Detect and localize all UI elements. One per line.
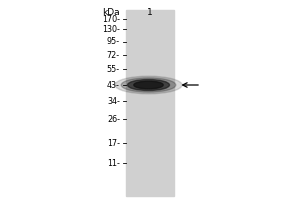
Ellipse shape <box>128 80 170 90</box>
Bar <box>126 10 174 196</box>
Text: 43-: 43- <box>107 81 120 90</box>
Text: 1: 1 <box>147 8 153 17</box>
Text: 55-: 55- <box>107 64 120 73</box>
Text: 11-: 11- <box>107 158 120 167</box>
Ellipse shape <box>121 78 176 92</box>
Text: 34-: 34- <box>107 97 120 106</box>
Ellipse shape <box>134 81 163 89</box>
Text: 72-: 72- <box>107 50 120 60</box>
Text: 130-: 130- <box>102 24 120 33</box>
Text: kDa: kDa <box>102 8 120 17</box>
Text: 170-: 170- <box>102 15 120 23</box>
Ellipse shape <box>115 76 182 94</box>
Text: 17-: 17- <box>107 138 120 147</box>
Text: 95-: 95- <box>107 38 120 46</box>
Text: 26-: 26- <box>107 114 120 123</box>
